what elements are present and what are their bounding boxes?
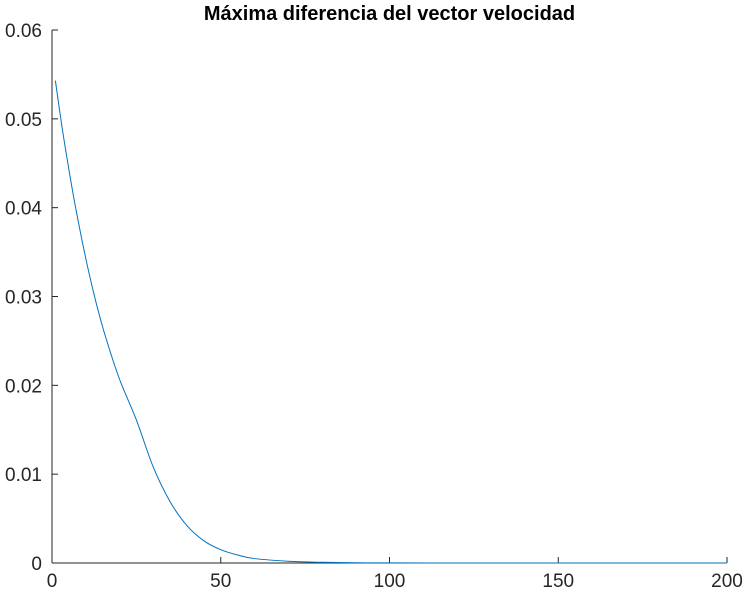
x-tick-label: 150 (542, 571, 574, 592)
x-tick-label: 100 (374, 571, 406, 592)
y-tick-label: 0 (31, 554, 42, 575)
y-tick-label: 0.05 (5, 110, 42, 131)
y-tick-label: 0.06 (5, 21, 42, 42)
axes: 0 50 100 150 200 0 0.01 0.02 0.03 0.04 0.05 0.06 (5, 21, 743, 592)
series-line-0 (54, 80, 727, 564)
y-tick-label: 0.03 (5, 288, 42, 309)
x-tick-label: 50 (210, 571, 231, 592)
x-tick-label: 200 (711, 571, 743, 592)
chart-title: Máxima diferencia del vector velocidad (204, 3, 575, 25)
series-layer (54, 80, 727, 564)
y-tick-label: 0.04 (5, 199, 42, 220)
y-tick-label: 0.02 (5, 376, 42, 397)
y-tick-label: 0.01 (5, 465, 42, 486)
x-tick-label: 0 (47, 571, 58, 592)
